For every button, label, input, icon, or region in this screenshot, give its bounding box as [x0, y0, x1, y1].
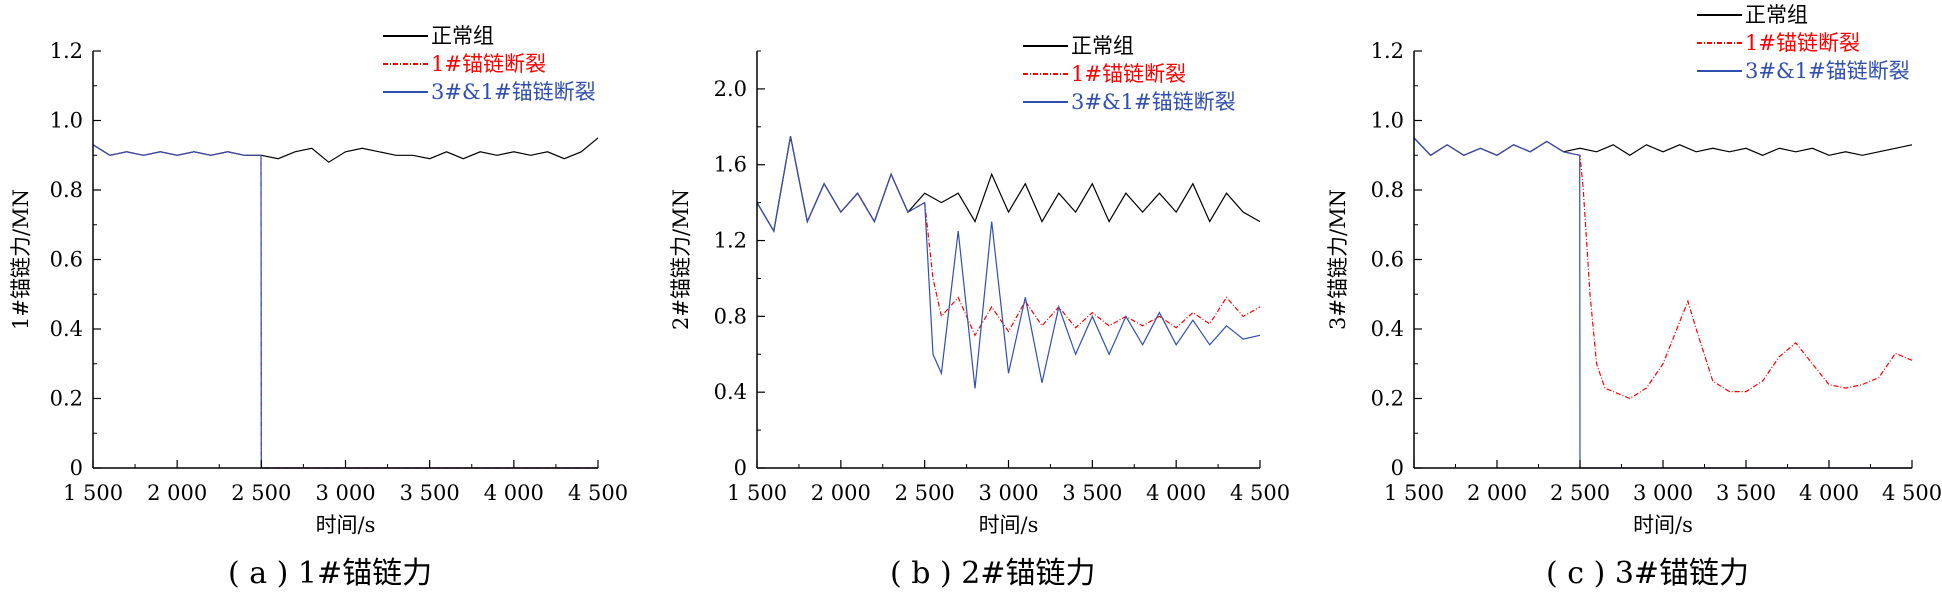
y-tick-label: 0.6 — [1371, 248, 1404, 272]
series-line-1 — [92, 144, 598, 469]
chart-panel-c: 1 500 2 000 2 500 3 000 3 500 4 000 4 500 0 0.2 0… — [1317, 0, 1942, 545]
chart-panel-b: 1 500 2 000 2 500 3 000 3 500 4 000 4 500 0 0.4 0… — [660, 0, 1300, 545]
series-line-2 — [1413, 137, 1912, 469]
y-tick-label: 0 — [1391, 456, 1404, 480]
x-tick-label: 3 000 — [978, 481, 1038, 505]
x-axis-label: 时间/s — [979, 513, 1039, 537]
series-line-1 — [756, 136, 1261, 337]
x-tick-label: 4 500 — [1882, 481, 1942, 505]
x-tick-label: 3 500 — [1062, 481, 1122, 505]
caption-a: ( a ) 1#锚链力 — [228, 556, 433, 591]
legend-label-0: 正常组 — [431, 24, 494, 48]
x-tick-label: 1 500 — [727, 481, 787, 505]
x-axis-label: 时间/s — [1633, 513, 1693, 537]
y-axis-label: 2#锚链力/MN — [669, 189, 693, 330]
y-tick-label: 0.8 — [50, 178, 83, 202]
x-tick-label: 3 000 — [1633, 481, 1693, 505]
x-tick-label: 1 500 — [63, 481, 123, 505]
y-tick-label: 1.2 — [714, 229, 747, 253]
x-tick-label: 2 000 — [1467, 481, 1527, 505]
chart-a: 1 500 2 000 2 500 3 000 3 500 4 000 4 500 0 0.2 0… — [9, 24, 628, 537]
x-axis-label: 时间/s — [316, 513, 376, 537]
y-tick-label: 2.0 — [714, 77, 747, 101]
legend-label-0: 正常组 — [1745, 3, 1808, 27]
x-tick-label: 3 500 — [400, 481, 460, 505]
series-line-0 — [1413, 137, 1913, 157]
x-tick-label: 2 500 — [231, 481, 291, 505]
chart-b: 1 500 2 000 2 500 3 000 3 500 4 000 4 500 0 0.4 0… — [669, 34, 1290, 537]
y-tick-label: 0 — [70, 456, 83, 480]
y-tick-label: 0.6 — [50, 248, 83, 272]
legend-label-2: 3#&1#锚链断裂 — [1071, 90, 1236, 114]
y-tick-label: 0.4 — [50, 317, 83, 341]
legend-label-2: 3#&1#锚链断裂 — [431, 80, 596, 104]
chart-c: 1 500 2 000 2 500 3 000 3 500 4 000 4 500 0 0.2 0… — [1326, 3, 1942, 537]
x-tick-label: 1 500 — [1384, 481, 1444, 505]
x-tick-label: 2 000 — [147, 481, 207, 505]
y-tick-label: 1.0 — [50, 109, 83, 133]
y-axis-label: 1#锚链力/MN — [9, 189, 33, 330]
x-tick-label: 2 500 — [895, 481, 955, 505]
y-tick-label: 0 — [734, 456, 747, 480]
x-tick-label: 4 000 — [484, 481, 544, 505]
x-tick-label: 4 500 — [1230, 481, 1290, 505]
x-tick-label: 2 000 — [811, 481, 871, 505]
y-tick-label: 0.4 — [1371, 317, 1404, 341]
y-tick-label: 1.2 — [50, 39, 83, 63]
legend-label-2: 3#&1#锚链断裂 — [1745, 59, 1910, 83]
caption-b: ( b ) 2#锚链力 — [890, 556, 1096, 591]
legend-label-1: 1#锚链断裂 — [1745, 31, 1860, 55]
y-tick-label: 1.0 — [1371, 109, 1404, 133]
legend-label-0: 正常组 — [1071, 34, 1134, 58]
series-line-0 — [92, 137, 599, 163]
y-tick-label: 0.4 — [714, 380, 747, 404]
x-tick-label: 2 500 — [1550, 481, 1610, 505]
x-tick-label: 3 500 — [1716, 481, 1776, 505]
x-tick-label: 4 000 — [1146, 481, 1206, 505]
y-tick-label: 0.8 — [1371, 178, 1404, 202]
x-tick-label: 3 000 — [315, 481, 375, 505]
x-tick-label: 4 500 — [568, 481, 628, 505]
y-tick-label: 0.8 — [714, 304, 747, 328]
chart-panel-a: 1 500 2 000 2 500 3 000 3 500 4 000 4 500 0 0.2 0… — [0, 0, 640, 545]
legend-label-1: 1#锚链断裂 — [431, 52, 546, 76]
y-tick-label: 0.2 — [50, 387, 83, 411]
y-tick-label: 1.2 — [1371, 39, 1404, 63]
series-line-1 — [1413, 137, 1913, 400]
y-tick-label: 0.2 — [1371, 387, 1404, 411]
x-tick-label: 4 000 — [1799, 481, 1859, 505]
legend-label-1: 1#锚链断裂 — [1071, 62, 1186, 86]
series-line-2 — [92, 144, 598, 469]
caption-c: ( c ) 3#锚链力 — [1546, 556, 1750, 591]
y-axis-label: 3#锚链力/MN — [1326, 189, 1350, 330]
y-tick-label: 1.6 — [714, 153, 747, 177]
series-line-0 — [756, 136, 1261, 233]
series-line-2 — [756, 136, 1261, 389]
